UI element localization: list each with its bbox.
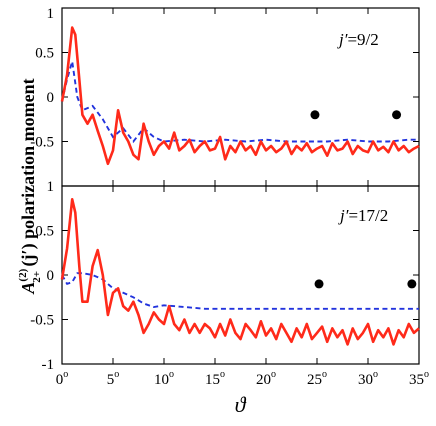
y-tick-label: 0.5: [35, 46, 54, 62]
y-tick-label: 0: [47, 90, 55, 106]
x-tick-label: 35o: [409, 369, 429, 388]
marker-dot: [407, 279, 417, 289]
panel-top-ticks: [61, 7, 420, 187]
marker-dot: [392, 110, 402, 120]
x-tick-label: 5o: [107, 369, 120, 388]
y-tick-label: 0: [47, 268, 55, 284]
y-tick-label: 0.5: [35, 224, 54, 240]
panel-bottom-ytick-labels: -1 -0.5 0 0.5 1: [30, 179, 54, 373]
panel-bottom-dashed-curve: [61, 272, 419, 310]
y-tick-label: -0.5: [30, 313, 54, 329]
panel-bottom-ticks: [61, 185, 420, 365]
y-axis-title: A(2) 2+ (j′) polarization moment: [17, 78, 43, 294]
x-tick-label: 15o: [205, 369, 225, 388]
y-tick-label: 1: [47, 6, 55, 22]
y-tick-label: -0.5: [30, 135, 54, 151]
x-tick-label: 0o: [56, 369, 69, 388]
panel-bottom-markers: [314, 279, 417, 289]
panel-top-label: j′=9/2: [337, 30, 379, 49]
panel-top-solid-curve: [60, 26, 420, 166]
y-tick-label: 1: [47, 179, 55, 195]
panel-top-markers: [310, 110, 402, 120]
x-tick-label: 25o: [307, 369, 327, 388]
x-tick-label: 20o: [256, 369, 276, 388]
marker-dot: [310, 110, 320, 120]
panel-top: -0.5 0 0.5 1 j′=9/2: [30, 6, 420, 187]
x-tick-label: 10o: [154, 369, 174, 388]
x-axis-title: ϑ: [235, 392, 247, 417]
panel-bottom-xtick-labels: 0o 5o 10o 15o 20o 25o 30o 35o: [56, 369, 429, 388]
panel-bottom-label: j′=17/2: [338, 206, 388, 225]
panel-bottom: -1 -0.5 0 0.5 1 0o 5o 10o 15o 20o 25o 30o 35o j′=17…: [30, 179, 429, 388]
panel-top-ytick-labels: -0.5 0 0.5 1: [30, 6, 54, 151]
panel-top-dashed-curve: [61, 61, 419, 144]
panel-bottom-solid-curve: [60, 198, 420, 346]
y-tick-label: -1: [42, 357, 55, 373]
x-tick-label: 30o: [358, 369, 378, 388]
marker-dot: [314, 279, 324, 289]
